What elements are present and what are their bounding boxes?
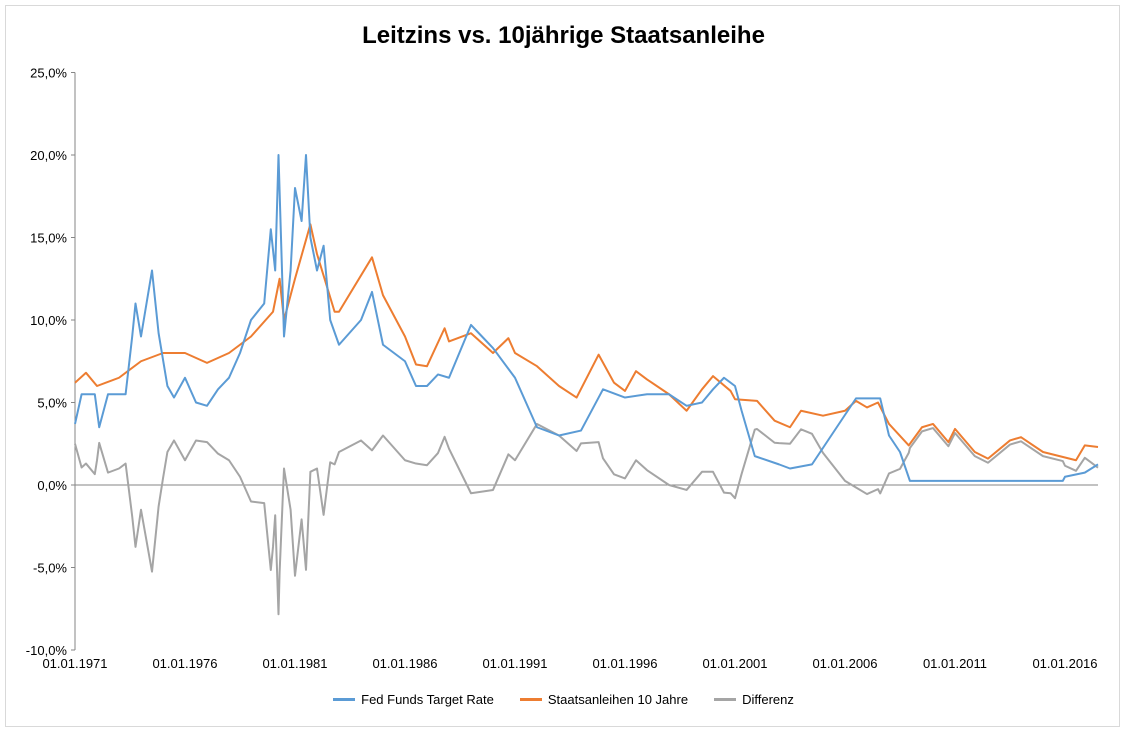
chart-title: Leitzins vs. 10jährige Staatsanleihe (362, 22, 765, 49)
x-tick-label: 01.01.1971 (42, 656, 107, 671)
legend-swatch (519, 698, 542, 701)
legend-label: Fed Funds Target Rate (361, 692, 494, 707)
series-line-fed-funds (74, 154, 1099, 482)
x-tick-label: 01.01.1981 (262, 656, 327, 671)
x-tick-label: 01.01.2016 (1032, 656, 1097, 671)
x-tick-label: 01.01.2006 (812, 656, 877, 671)
x-tick-label: 01.01.1996 (592, 656, 657, 671)
y-tick-label: 10,0% (30, 313, 67, 328)
legend: Fed Funds Target Rate Staatsanleihen 10 … (0, 692, 1127, 707)
x-tick-label: 01.01.2001 (702, 656, 767, 671)
y-tick-label: 25,0% (30, 66, 67, 81)
y-tick-label: 0,0% (37, 478, 67, 493)
y-tick-label: 20,0% (30, 148, 67, 163)
y-tick-label: 5,0% (37, 396, 67, 411)
legend-item-differenz: Differenz (714, 692, 794, 707)
y-tick-label: -5,0% (33, 561, 67, 576)
legend-label: Staatsanleihen 10 Jahre (547, 692, 689, 707)
legend-swatch (714, 698, 737, 701)
x-tick-label: 01.01.1991 (482, 656, 547, 671)
legend-item-fed-funds: Fed Funds Target Rate (333, 692, 494, 707)
x-tick-label: 01.01.1976 (152, 656, 217, 671)
chart-frame (5, 5, 1120, 727)
series-line-staatsanleihen (74, 223, 1099, 462)
y-tick-label: -10,0% (26, 643, 68, 658)
series-line-differenz (74, 422, 1099, 616)
y-tick-label: 15,0% (30, 231, 67, 246)
x-tick-label: 01.01.2011 (923, 656, 987, 671)
legend-item-staatsanleihen: Staatsanleihen 10 Jahre (519, 692, 689, 707)
legend-swatch (333, 698, 356, 701)
legend-label: Differenz (742, 692, 794, 707)
x-tick-label: 01.01.1986 (372, 656, 437, 671)
